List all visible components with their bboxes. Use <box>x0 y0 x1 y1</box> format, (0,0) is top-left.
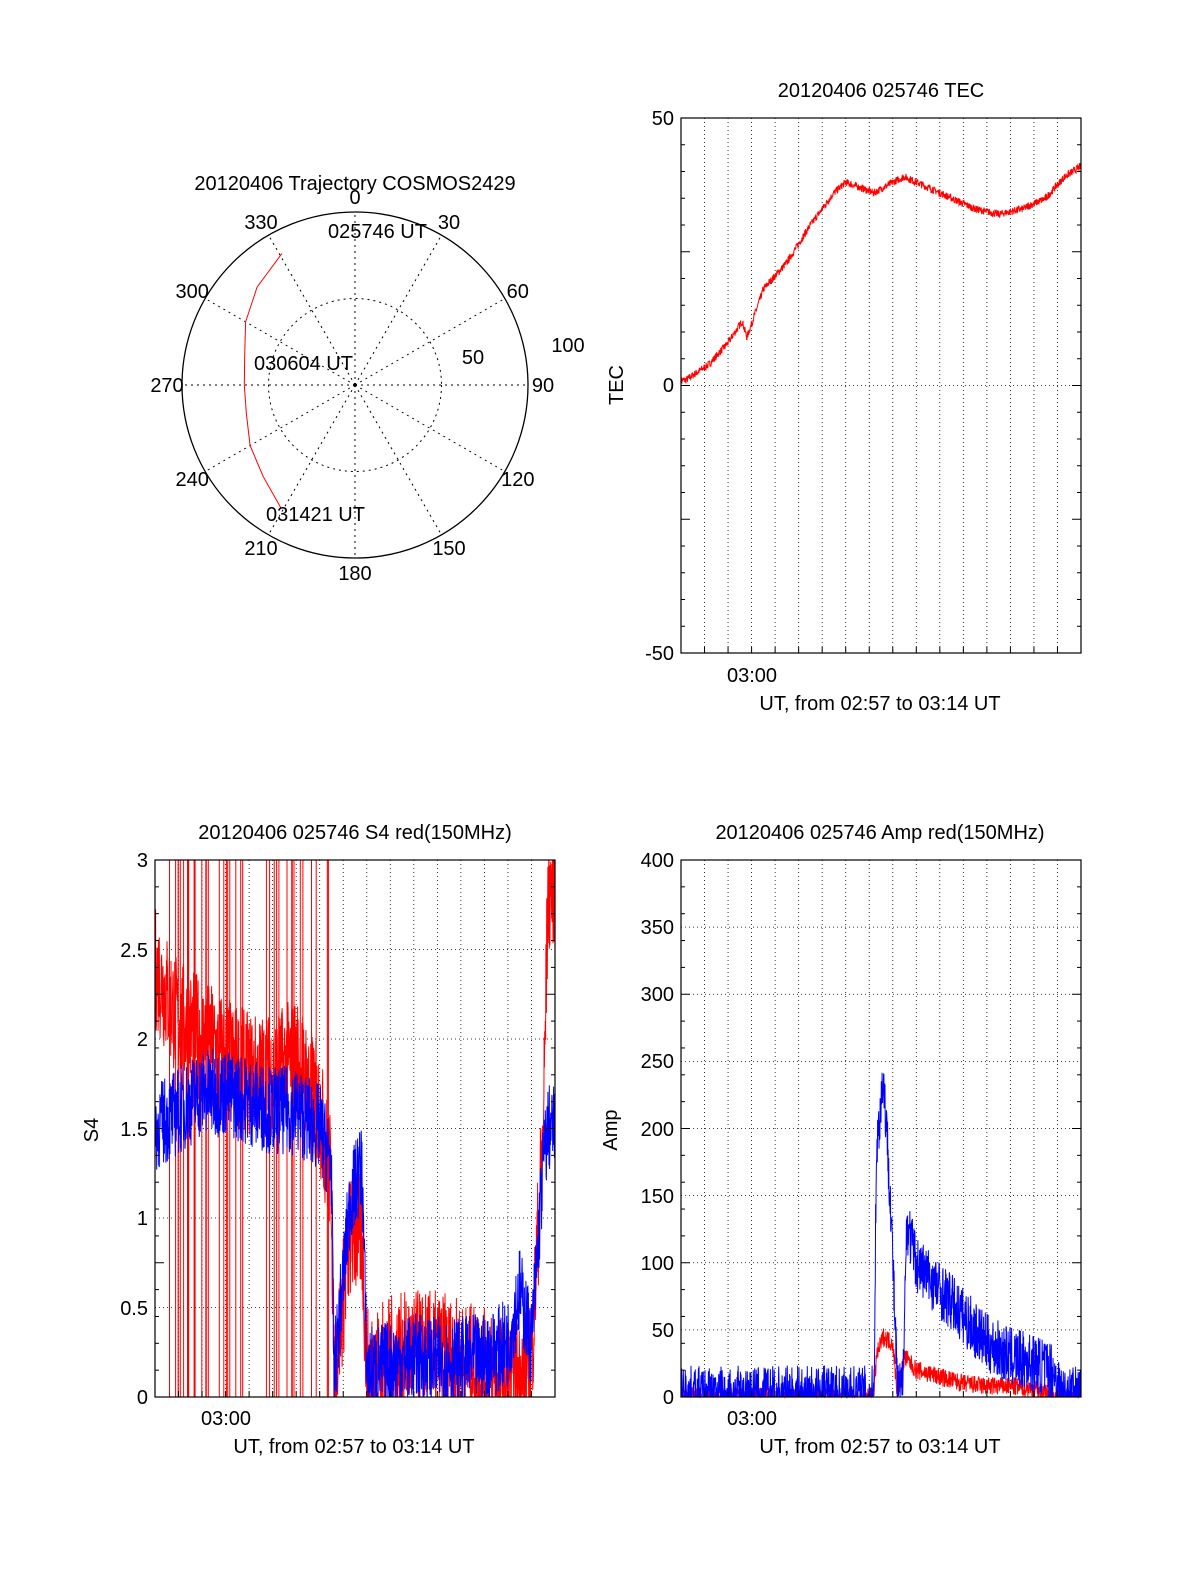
trajectory-mid-label: 030604 UT <box>254 353 353 375</box>
angle-label-120: 120 <box>501 469 534 491</box>
s4-ytick-1.5: 1.5 <box>120 1119 148 1141</box>
angle-label-240: 240 <box>176 469 209 491</box>
angle-label-300: 300 <box>176 281 209 303</box>
amp-title: 20120406 025746 Amp red(150MHz) <box>715 822 1044 844</box>
trajectory-chart: 20120406 Trajectory COSMOS2429 0 30 60 90 12… <box>150 173 584 585</box>
s4-blue-series-line <box>154 1048 556 1398</box>
s4-ytick-0: 0 <box>137 1387 148 1409</box>
amp-ytick-300: 300 <box>641 984 674 1006</box>
s4-xlabel: UT, from 02:57 to 03:14 UT <box>233 1436 474 1458</box>
trajectory-start-label: 025746 UT <box>328 221 427 243</box>
tec-ylabel: TEC <box>606 365 628 405</box>
s4-ytick-3: 3 <box>137 850 148 872</box>
angle-label-270: 270 <box>150 375 183 397</box>
amp-ytick-0: 0 <box>663 1387 674 1409</box>
trajectory-spoke <box>204 298 356 386</box>
tec-ytick-50: 50 <box>652 108 674 130</box>
angle-label-180: 180 <box>338 563 371 585</box>
trajectory-title: 20120406 Trajectory COSMOS2429 <box>194 173 515 195</box>
tec-grid <box>681 117 1081 654</box>
trajectory-spoke <box>204 384 356 472</box>
trajectory-spoke <box>268 384 356 536</box>
s4-ytick-0.5: 0.5 <box>120 1298 148 1320</box>
trajectory-end-label: 031421 UT <box>266 504 365 526</box>
tec-series-line <box>680 162 1082 385</box>
tec-xtick-0300: 03:00 <box>727 665 777 687</box>
trajectory-path <box>243 253 283 509</box>
amp-ylabel: Amp <box>600 1109 622 1150</box>
tec-chart: 20120406 025746 TEC 50 0 -50 TEC 03:00 U… <box>606 80 1082 715</box>
tec-title: 20120406 025746 TEC <box>778 80 984 102</box>
amp-ytick-100: 100 <box>641 1253 674 1275</box>
angle-label-210: 210 <box>244 538 277 560</box>
tec-xlabel: UT, from 02:57 to 03:14 UT <box>759 693 1000 715</box>
angle-label-0: 0 <box>349 187 360 209</box>
tec-ticks <box>681 117 1081 654</box>
s4-ylabel: S4 <box>81 1118 103 1142</box>
radius-label-100: 100 <box>551 335 584 357</box>
amp-ytick-250: 250 <box>641 1051 674 1073</box>
s4-title: 20120406 025746 S4 red(150MHz) <box>198 822 512 844</box>
amp-grid <box>681 859 1081 1398</box>
trajectory-spoke <box>354 384 442 536</box>
trajectory-angle-labels: 0 30 60 90 120 150 180 210 240 270 300 330 <box>150 187 554 585</box>
amp-xtick-0300: 03:00 <box>727 1408 777 1430</box>
radius-label-50: 50 <box>462 347 484 369</box>
trajectory-spoke <box>354 298 506 386</box>
s4-ticks <box>155 859 555 1398</box>
angle-label-330: 330 <box>244 212 277 234</box>
amp-ticks <box>681 859 1081 1398</box>
trajectory-outer-circle <box>181 211 529 559</box>
amp-ytick-150: 150 <box>641 1186 674 1208</box>
s4-ytick-1: 1 <box>137 1208 148 1230</box>
amp-ytick-200: 200 <box>641 1119 674 1141</box>
s4-ytick-2: 2 <box>137 1029 148 1051</box>
trajectory-grid <box>182 212 528 558</box>
angle-label-60: 60 <box>507 281 529 303</box>
amp-ytick-350: 350 <box>641 917 674 939</box>
s4-chart: 20120406 025746 S4 red(150MHz) 3 2.5 2 1… <box>81 822 556 1458</box>
s4-xtick-0300: 03:00 <box>201 1408 251 1430</box>
angle-label-30: 30 <box>438 212 460 234</box>
trajectory-spoke <box>354 234 442 386</box>
angle-label-90: 90 <box>532 375 554 397</box>
amp-chart: 20120406 025746 Amp red(150MHz) 400 350 … <box>600 822 1082 1458</box>
tec-ytick-minus50: -50 <box>645 643 674 665</box>
amp-xlabel: UT, from 02:57 to 03:14 UT <box>759 1436 1000 1458</box>
amp-ytick-50: 50 <box>652 1320 674 1342</box>
angle-label-150: 150 <box>432 538 465 560</box>
trajectory-spoke <box>354 384 506 472</box>
trajectory-range-ring <box>268 298 442 472</box>
tec-ytick-0: 0 <box>663 375 674 397</box>
trajectory-spoke <box>268 234 356 386</box>
amp-ytick-400: 400 <box>641 850 674 872</box>
s4-ytick-2.5: 2.5 <box>120 940 148 962</box>
